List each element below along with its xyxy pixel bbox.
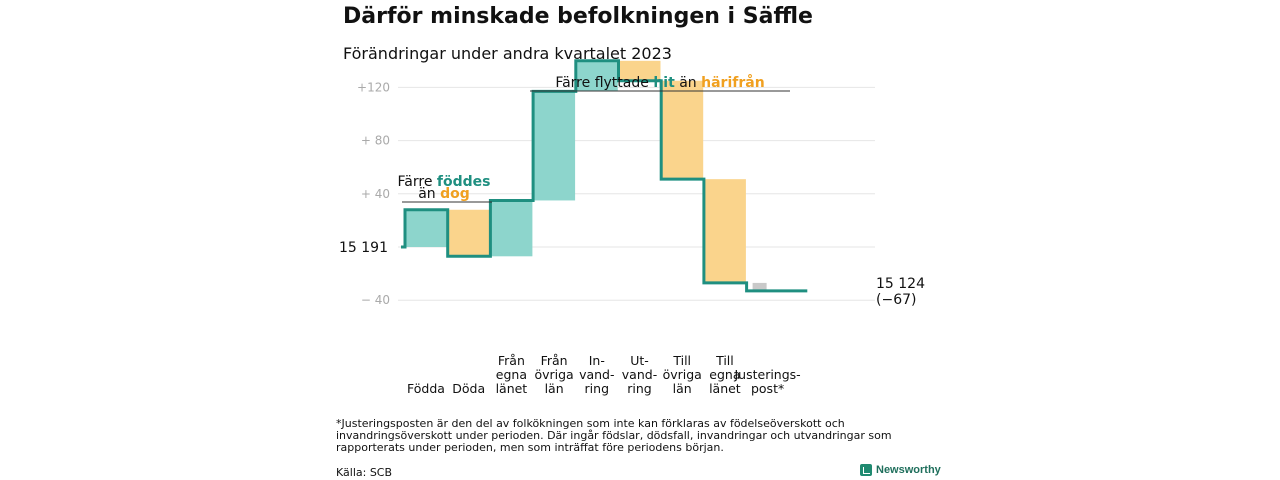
annotation-text: Färre flyttade [555,75,653,91]
start-value-label: 15 191 [339,240,388,256]
end-change-label: (−67) [876,292,916,308]
category-label-invandring: In- [589,353,605,368]
bar-till-egna-lanet [703,179,746,283]
category-label-justeringspost: post* [751,381,784,396]
bar-justeringspost [752,282,767,291]
cumulative-line [401,59,808,293]
bar-till-ovriga-lan [661,80,704,180]
bar-utvandring [618,60,661,81]
category-label-fran-egna-lanet: länet [496,381,528,396]
bar-fran-ovriga-lan [533,91,576,201]
chart-subtitle: Förändringar under andra kvartalet 2023 [343,44,672,63]
category-label-fran-egna-lanet: egna [496,367,527,382]
category-label-fran-ovriga-lan: Från [541,353,568,368]
annotation-migration: Färre flyttade hit än härifrån [555,74,764,91]
chart-title: Därför minskade befolkningen i Säffle [343,4,813,29]
category-label-fran-ovriga-lan: län [545,381,564,396]
annotation-highlight-orange: härifrån [701,74,765,91]
category-label-utvandring: ring [627,381,651,396]
y-tick-label: + 80 [361,134,390,148]
bar-doda [447,209,490,257]
category-label-till-egna-lanet: egna [709,367,740,382]
category-label-invandring: vand- [579,367,614,382]
annotation-birth-line2: än dog [418,186,470,202]
bar-fodda [405,209,447,247]
category-label-fodda: Födda [407,381,445,396]
annotation-highlight-teal: hit [653,75,675,91]
category-label-till-ovriga-lan: län [673,381,692,396]
category-label-till-egna-lanet: länet [709,381,741,396]
brand-logo: Newsworthy [860,464,941,476]
category-label-fran-egna-lanet: Från [498,353,525,368]
annotation-birth-line1: Färre föddes [398,174,491,190]
annotation-text: än [418,186,440,202]
y-tick-label: + 40 [361,187,390,201]
category-label-till-ovriga-lan: Till [672,353,691,368]
bar-fran-egna-lanet [490,200,533,257]
bar-invandring [575,60,618,92]
footnote: *Justeringsposten är den del av folkökni… [336,417,892,454]
annotation-text: än [675,75,701,91]
category-label-fran-ovriga-lan: övriga [534,367,573,382]
bars [405,60,767,291]
category-label-doda: Döda [452,381,485,396]
annotation-highlight-orange: dog [440,186,470,202]
cumulative-step-line [401,59,808,293]
category-label-till-ovriga-lan: övriga [663,367,702,382]
category-label-justeringspost: Justerings- [733,367,800,382]
end-value-label: 15 124 [876,276,925,292]
y-tick-label: − 40 [361,293,390,307]
category-label-utvandring: Ut- [630,353,649,368]
source-label: Källa: SCB [336,466,393,479]
y-tick-label: +120 [357,80,390,94]
category-label-till-egna-lanet: Till [715,353,734,368]
annotation-text: Färre [398,174,437,190]
category-label-invandring: ring [585,381,609,396]
chart-icon [860,464,872,476]
brand-name: Newsworthy [876,464,941,476]
annotation-highlight-teal: föddes [437,174,491,190]
category-label-utvandring: vand- [622,367,657,382]
